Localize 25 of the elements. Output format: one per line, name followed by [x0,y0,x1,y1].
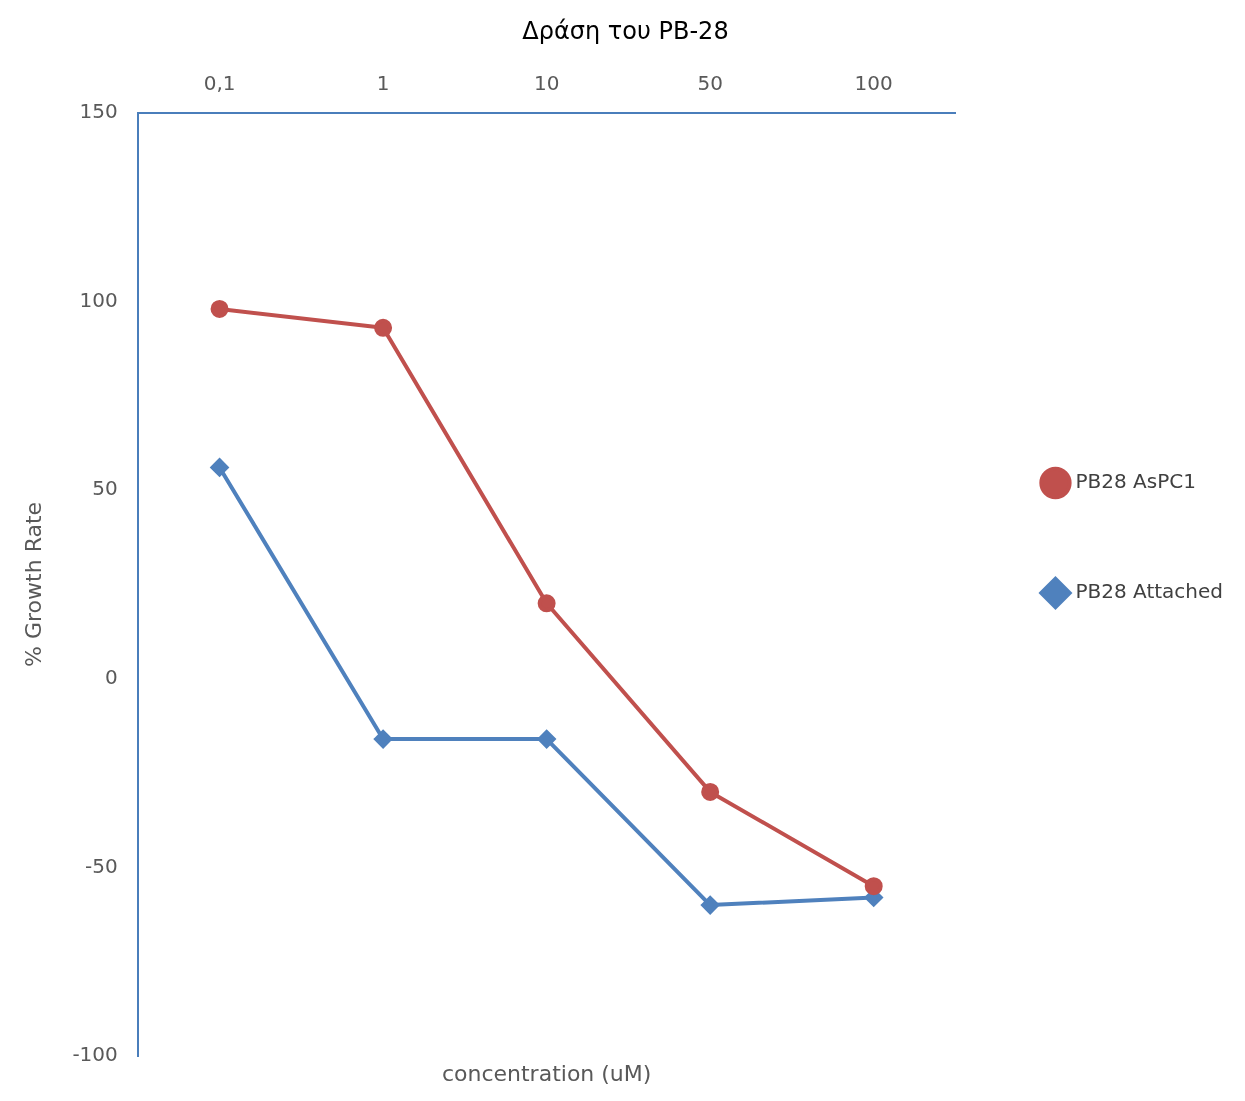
y-tick-label: 150 [79,99,118,123]
y-tick-label: 0 [105,664,118,689]
y-tick-label: -50 [85,853,118,878]
point [210,458,229,477]
point [374,318,393,337]
y-axis-title: % Growth Rate [20,501,46,667]
point [701,782,720,801]
y-tick-label: -100 [72,1042,118,1067]
x-tick-label: 10 [533,71,560,95]
x-axis-title: concentration (uM) [441,1060,652,1086]
legend-label: PB28 Attached [1075,579,1223,604]
point [537,730,556,749]
x-tick-label: 100 [854,71,893,95]
y-tick-label: 50 [92,476,118,501]
point [210,299,229,318]
x-tick-label: 0,1 [203,71,236,95]
x-tick-label: 50 [697,71,723,95]
point [701,896,720,915]
y-tick-label: 100 [79,287,118,312]
legend-label: PB28 AsPC1 [1075,469,1196,494]
x-tick-label: 1 [376,71,390,95]
point [537,594,556,613]
point [864,877,883,896]
chart-title: Δράση του PB-28 [522,16,729,45]
point [374,730,393,749]
